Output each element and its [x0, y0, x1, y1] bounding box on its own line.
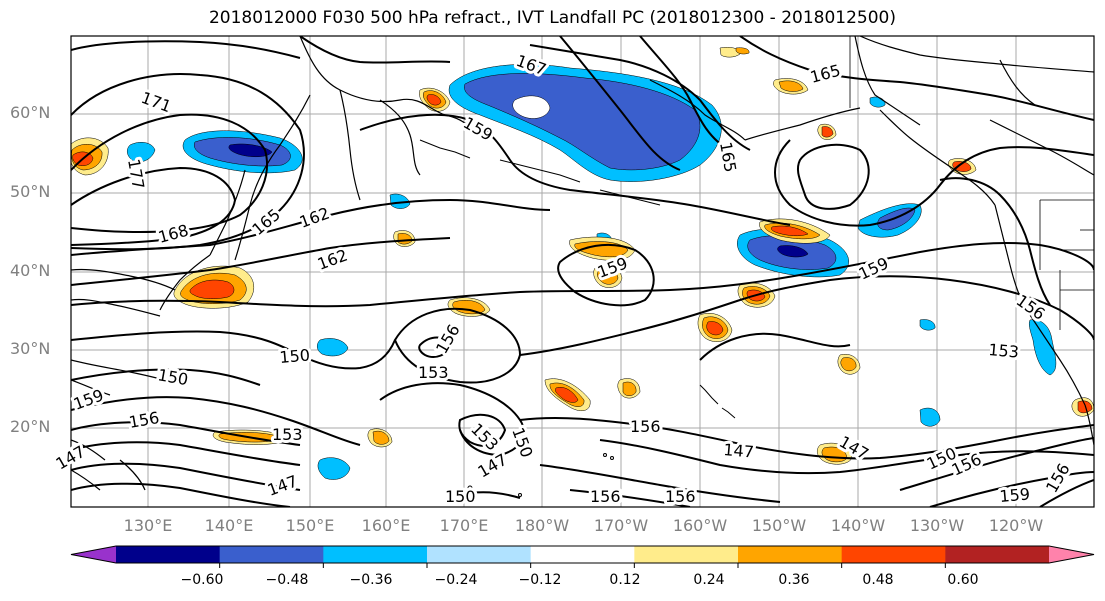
contour-label: 177 [124, 157, 148, 190]
lon-label-130w: 130°W [909, 516, 965, 535]
contour-label-halo: 153 [988, 340, 1020, 362]
lon-label-160w: 160°W [672, 516, 728, 535]
colorbar-swatch [219, 546, 324, 563]
lat-label-20n: 20°N [10, 417, 51, 436]
contour-label-halo: 147 [723, 440, 755, 462]
political-boundaries [849, 36, 1094, 330]
contour-label: 156 [432, 321, 464, 357]
colorbar-swatch [323, 546, 428, 563]
colorbar-tick: 0.12 [609, 572, 641, 588]
contour-label-halo: 153 [272, 425, 303, 444]
contour-label: 156 [1013, 291, 1049, 324]
lon-label-160e: 160°E [361, 516, 411, 535]
lon-label-180w: 180°W [514, 516, 570, 535]
lon-label-140w: 140°W [830, 516, 886, 535]
lon-label-140e: 140°E [204, 516, 254, 535]
colorbar-outline [70, 545, 1095, 564]
negative-shading [127, 64, 1057, 480]
contour-label: 147 [265, 471, 300, 499]
contour-label: 150 [156, 365, 189, 389]
contour-label: 153 [467, 419, 502, 454]
lon-label-120w: 120°W [988, 516, 1044, 535]
contour-label: 171 [139, 88, 174, 116]
colorbar-tick: −0.60 [180, 572, 224, 588]
colorbar-tick: 0.60 [947, 572, 979, 588]
map-frame [70, 35, 1095, 508]
contour-label: 165 [716, 140, 740, 173]
colorbar-tick: −0.48 [265, 572, 309, 588]
contour-label: 162 [297, 203, 332, 231]
colorbar-swatch [945, 546, 1050, 563]
contour-label: 159 [999, 484, 1031, 506]
contour-label: 153 [272, 425, 303, 444]
contour-label: 153 [418, 363, 449, 382]
contour-label: 153 [988, 340, 1020, 362]
colorbar-swatch [841, 546, 946, 563]
lat-label-60n: 60°N [10, 103, 51, 122]
colorbar-extend-high [1049, 546, 1094, 563]
colorbar-swatch [427, 546, 532, 563]
colorbar-tick: 0.48 [862, 572, 894, 588]
lon-label-150w: 150°W [751, 516, 807, 535]
contour-label-halo: 150 [279, 345, 311, 367]
lat-label-40n: 40°N [10, 261, 51, 280]
colorbar-swatch [116, 546, 221, 563]
lon-label-150e: 150°E [285, 516, 335, 535]
lat-label-50n: 50°N [10, 182, 51, 201]
lon-label-170e: 170°E [439, 516, 489, 535]
contour-label: 150 [279, 345, 311, 367]
colorbar-tick: −0.36 [349, 572, 393, 588]
contour-label: 150 [445, 487, 476, 506]
colorbar-swatch [738, 546, 843, 563]
lon-label-170w: 170°W [593, 516, 649, 535]
contour-label-halo: 150 [445, 487, 476, 506]
colorbar-tick: −0.24 [434, 572, 478, 588]
colorbar-swatch [634, 546, 739, 563]
colorbar-tick: −0.12 [518, 572, 562, 588]
contour-label: 156 [665, 487, 696, 506]
contour-label-halo: 156 [665, 487, 696, 506]
contour-label: 147 [723, 440, 755, 462]
islands [419, 139, 736, 497]
lon-label-130e: 130°E [123, 516, 173, 535]
map-title: 2018012000 F030 500 hPa refract., IVT La… [208, 8, 896, 28]
contour-label: 156 [630, 417, 661, 436]
lat-label-30n: 30°N [10, 339, 51, 358]
colorbar-extend-low [71, 546, 116, 563]
contour-label-halo: 153 [418, 363, 449, 382]
colorbar [70, 545, 1095, 568]
contour-label: 168 [156, 221, 190, 247]
colorbar-swatch [530, 546, 635, 563]
colorbar-tick: 0.36 [778, 572, 810, 588]
colorbar-tick: 0.24 [693, 572, 725, 588]
contour-label: 159 [71, 385, 106, 413]
contour-label: 165 [808, 61, 842, 87]
contour-label-halo: 156 [630, 417, 661, 436]
contour-label-halo: 156 [590, 487, 621, 506]
contour-label: 156 [590, 487, 621, 506]
height-contours [71, 36, 1094, 507]
contour-label: 150 [508, 425, 536, 460]
